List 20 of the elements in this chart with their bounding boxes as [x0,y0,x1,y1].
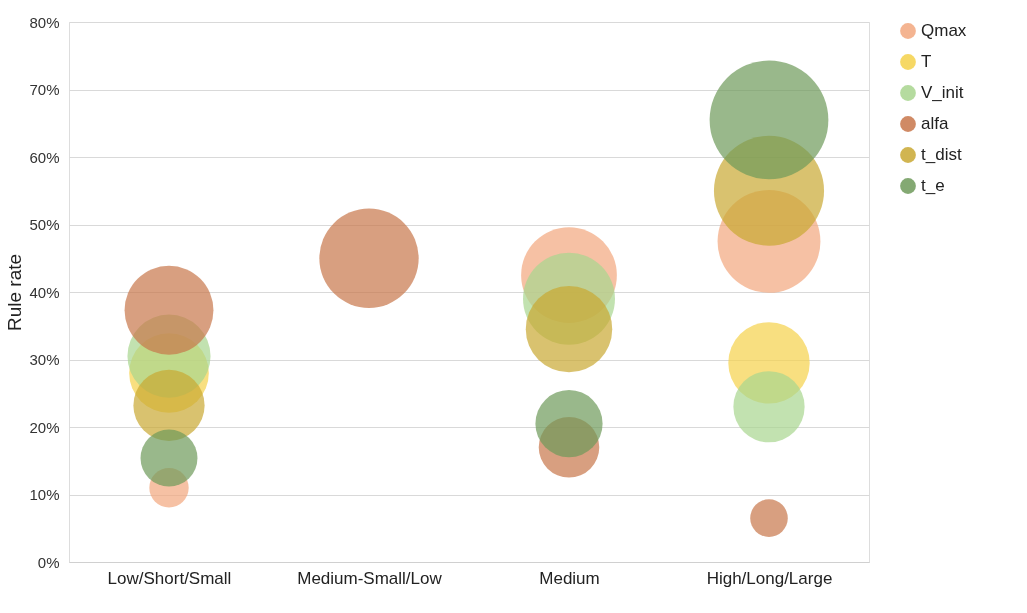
legend-label: t_e [921,176,945,195]
y-tick-label: 50% [29,216,60,233]
y-tick-label: 20% [29,418,60,436]
y-axis-title: Rule rate [4,253,26,332]
x-tick-label: Medium-Small/Low [297,568,443,588]
y-tick-label: 70% [29,81,60,98]
x-tick-label: Low/Short/Small [107,568,232,588]
y-tick-label: 30% [29,351,60,368]
y-tick-label: 10% [29,486,60,503]
x-tick-label: Medium [539,568,600,588]
legend-label: Qmax [921,21,967,40]
legend-label: V_init [921,83,964,102]
y-tick-label: 60% [29,148,60,166]
legend-label: T [921,52,932,71]
y-tick-label: 40% [29,283,60,301]
y-tick-label: 0% [37,553,60,571]
x-tick-label: High/Long/Large [706,568,833,588]
legend-label: t_dist [921,145,962,164]
legend-label: alfa [921,114,949,133]
y-tick-label: 80% [29,13,60,31]
